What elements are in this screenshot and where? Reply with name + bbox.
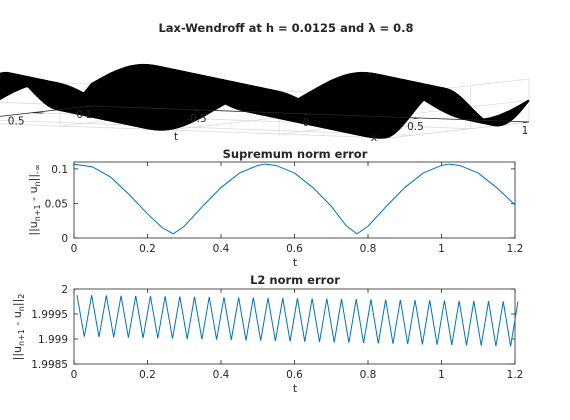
surface-mesh-line (388, 88, 530, 138)
surface-axis-line (523, 121, 530, 124)
l2-norm-xtick-label: 1.2 (507, 369, 524, 381)
sup-norm-axes-box (73, 161, 516, 239)
surface-plot: Lax-Wendroff at h = 0.0125 and λ = 0.8 -… (0, 21, 530, 144)
surface-mesh-line (344, 83, 486, 136)
surface-mesh-line (289, 78, 431, 130)
sup-norm-plot: Supremum norm error 0 0.2 0.4 0.6 0.8 1 1.2 0 0.… (27, 147, 523, 269)
l2-norm-xtick-label: 1 (438, 369, 445, 381)
surface-ttick-label: 0 (76, 109, 83, 121)
surface-xtick-label: 0.5 (407, 121, 424, 133)
surface-mesh-line (311, 80, 453, 132)
surface-mesh-line (223, 72, 365, 124)
surface-mesh-line (49, 68, 191, 120)
sup-norm-xtick-label: 1 (438, 243, 445, 255)
surface-mesh-line (169, 80, 311, 130)
l2-norm-plot: L2 norm error 0 0.2 0.4 0.6 0.8 1 1.2 1.9985 1.9… (11, 273, 523, 395)
surface-mesh-line (322, 81, 464, 134)
surface-mesh-line (81, 71, 223, 123)
surface-mesh-line (201, 75, 344, 122)
l2-norm-title: L2 norm error (250, 273, 340, 287)
surface-mesh-line (103, 73, 245, 126)
surface-axis-line (304, 113, 311, 116)
surface-mesh-line (70, 70, 212, 122)
surface-xtick-label: 1 (522, 125, 529, 137)
surface-axis-line (85, 105, 92, 108)
sup-norm-xtick-label: 0.8 (360, 243, 377, 255)
l2-norm-xtick-label: 0.2 (139, 369, 156, 381)
l2-norm-ytick-label: 1.9985 (31, 359, 68, 371)
surface-axis-line (0, 105, 92, 117)
surface-ttick-label: 0.5 (8, 116, 25, 128)
sup-norm-xtick-label: 1.2 (507, 243, 524, 255)
surface-body (0, 63, 530, 139)
surface-mesh-line (256, 75, 399, 127)
surface-xtick-label: -1 (82, 109, 92, 121)
l2-norm-ticks: 0 0.2 0.4 0.6 0.8 1 1.2 1.9985 1.999 1.9995 2 (31, 284, 523, 381)
l2-norm-ytick-label: 1.9995 (31, 309, 68, 321)
l2-norm-series-line (76, 294, 519, 347)
surface-mesh-line (136, 77, 278, 129)
surface-mesh-line (355, 85, 497, 137)
surface-gridline (0, 119, 413, 136)
sup-norm-xtick-label: 0.4 (213, 243, 230, 255)
sup-norm-xlabel: t (293, 256, 298, 269)
surface-mesh-line (37, 67, 180, 119)
surface-mesh-line (92, 72, 234, 124)
sup-norm-title: Supremum norm error (223, 147, 368, 161)
l2-norm-xlabel: t (293, 382, 298, 395)
surface-title: Lax-Wendroff at h = 0.0125 and λ = 0.8 (158, 21, 413, 35)
surface-tlabel: t (174, 130, 179, 143)
surface-mesh-line (300, 79, 442, 131)
surface-mesh-line (377, 87, 519, 139)
surface-mesh-line (0, 72, 92, 111)
surface-mesh-line (0, 67, 125, 114)
l2-norm-ytick-label: 1.999 (38, 334, 68, 346)
l2-norm-xtick-label: 0.4 (213, 369, 230, 381)
sup-norm-xtick-label: 0 (71, 243, 78, 255)
surface-mesh-line (212, 73, 355, 123)
sup-norm-ylabel: ||un+1 - un||-∞ (27, 164, 42, 235)
l2-norm-xtick-label: 0.8 (360, 369, 377, 381)
surface-mesh-line (0, 65, 136, 115)
l2-norm-ytick-label: 2 (61, 284, 68, 296)
surface-gridline (388, 121, 530, 139)
surface-axis-line (413, 117, 420, 120)
surface-mesh-line (125, 75, 267, 128)
surface-xtick-label: -0.5 (186, 113, 207, 125)
surface-axis-line (194, 109, 201, 112)
sup-norm-ytick-label: 0.05 (45, 198, 68, 210)
sup-norm-ticks: 0 0.2 0.4 0.6 0.8 1 1.2 0 0.05 0.1 (45, 162, 524, 255)
surface-mesh-line (268, 76, 410, 128)
sup-norm-ytick-label: 0.1 (51, 164, 68, 176)
surface-xtick-label: 0 (303, 117, 310, 129)
l2-norm-xtick-label: 0.6 (286, 369, 303, 381)
surface-mesh-line (4, 64, 146, 116)
l2-norm-ylabel: ||un+1 - un||2 (11, 294, 26, 361)
sup-norm-series-line (73, 163, 516, 235)
sup-norm-ytick-label: 0 (61, 233, 68, 245)
l2-norm-axes-box (73, 288, 516, 365)
l2-norm-xtick-label: 0 (71, 369, 78, 381)
sup-norm-xtick-label: 0.6 (286, 243, 303, 255)
surface-xlabel: x (371, 131, 378, 144)
sup-norm-xtick-label: 0.2 (139, 243, 156, 255)
